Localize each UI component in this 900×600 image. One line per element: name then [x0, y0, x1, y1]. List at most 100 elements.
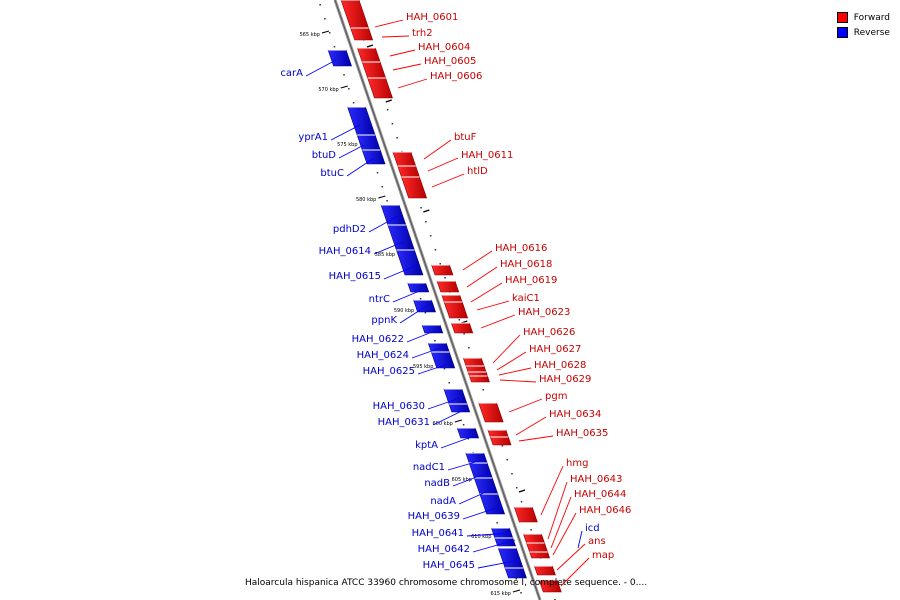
forward-gene-label[interactable]: HAH_0601: [406, 12, 458, 23]
forward-gene-block[interactable]: [443, 301, 469, 319]
kbp-tick-label: 575 kbp: [337, 142, 357, 148]
forward-gene-block[interactable]: [340, 0, 369, 29]
forward-gene-block[interactable]: [529, 551, 551, 559]
forward-leader-line: [550, 496, 572, 549]
forward-gene-block[interactable]: [478, 402, 504, 423]
reverse-gene-label[interactable]: HAH_0625: [363, 366, 415, 377]
forward-gene-block[interactable]: [397, 165, 420, 178]
forward-gene-label[interactable]: HAH_0623: [518, 307, 570, 318]
forward-gene-label[interactable]: ans: [588, 536, 606, 547]
forward-leader-line: [515, 416, 547, 436]
kbp-ticks: 565 kbp 570 kbp 575 kbp 580 kbp 585 kbp 590 k…: [300, 30, 545, 597]
reverse-gene-label[interactable]: btuD: [312, 150, 337, 161]
reverse-gene-block[interactable]: [361, 149, 386, 165]
reverse-gene-label[interactable]: btuC: [320, 168, 344, 179]
forward-leader-line: [540, 465, 564, 516]
forward-gene-label[interactable]: HAH_0644: [574, 489, 626, 500]
axis-dot: [434, 249, 437, 251]
forward-gene-label[interactable]: HAH_0646: [579, 505, 631, 516]
reverse-gene-label[interactable]: HAH_0642: [418, 544, 470, 555]
forward-gene-block[interactable]: [469, 375, 490, 383]
forward-gene-label[interactable]: HAH_0629: [539, 374, 591, 385]
reverse-gene-label[interactable]: HAH_0639: [408, 511, 460, 522]
reverse-gene-block[interactable]: [407, 282, 430, 293]
reverse-gene-block[interactable]: [380, 204, 407, 226]
reverse-gene-label[interactable]: nadB: [424, 478, 450, 489]
forward-gene-block[interactable]: [356, 47, 381, 63]
forward-gene-block[interactable]: [431, 264, 454, 276]
reverse-gene-label[interactable]: carA: [280, 68, 303, 79]
reverse-gene-label[interactable]: HAH_0645: [423, 560, 475, 571]
forward-gene-label[interactable]: HAH_0635: [556, 428, 608, 439]
forward-leader-line: [552, 512, 577, 556]
reverse-gene-label[interactable]: yprA1: [298, 132, 328, 143]
forward-gene-block[interactable]: [533, 565, 556, 576]
reverse-gene-label[interactable]: ntrC: [369, 294, 390, 305]
reverse-gene-label[interactable]: HAH_0624: [357, 350, 409, 361]
forward-gene-block[interactable]: [392, 151, 417, 167]
reverse-gene-label[interactable]: HAH_0615: [329, 271, 381, 282]
reverse-gene-label[interactable]: HAH_0614: [319, 246, 371, 257]
reverse-gene-block[interactable]: [443, 388, 468, 405]
reverse-gene-block[interactable]: [448, 403, 471, 413]
forward-gene-label[interactable]: HAH_0611: [461, 150, 513, 161]
forward-gene-block[interactable]: [367, 77, 393, 99]
forward-gene-label[interactable]: HAH_0606: [430, 71, 482, 82]
axis-dot: [386, 109, 389, 111]
reverse-gene-label[interactable]: icd: [585, 523, 600, 534]
reverse-gene-block[interactable]: [479, 493, 506, 515]
forward-gene-label[interactable]: hmg: [566, 458, 588, 469]
forward-gene-label[interactable]: HAH_0604: [418, 42, 470, 53]
reverse-gene-block[interactable]: [356, 134, 382, 153]
reverse-gene-block[interactable]: [456, 427, 480, 439]
reverse-gene-label[interactable]: HAH_0630: [373, 401, 425, 412]
forward-gene-block[interactable]: [513, 506, 538, 523]
forward-gene-label[interactable]: HAH_0605: [424, 56, 476, 67]
forward-gene-label[interactable]: HAH_0627: [529, 344, 581, 355]
axis-dot: [468, 347, 470, 349]
forward-gene-label[interactable]: HAH_0616: [495, 243, 547, 254]
forward-gene-label[interactable]: btuF: [454, 132, 477, 143]
forward-gene-label[interactable]: HAH_0643: [570, 474, 622, 485]
forward-leader-line: [381, 35, 410, 38]
forward-gene-label[interactable]: map: [592, 550, 614, 561]
reverse-leader-line: [406, 329, 438, 343]
reverse-gene-label[interactable]: HAH_0631: [378, 417, 430, 428]
forward-gene-label[interactable]: pgm: [545, 391, 567, 402]
axis-dot: [444, 277, 446, 279]
reverse-leader-line: [330, 124, 361, 141]
reverse-gene-block[interactable]: [327, 49, 352, 67]
reverse-gene-block[interactable]: [504, 567, 527, 579]
legend-reverse: Reverse: [836, 25, 890, 40]
forward-gene-block[interactable]: [450, 322, 474, 334]
forward-gene-block[interactable]: [350, 27, 374, 41]
forward-gene-label[interactable]: HAH_0634: [549, 409, 601, 420]
reverse-gene-block[interactable]: [395, 249, 424, 276]
forward-gene-block[interactable]: [436, 280, 460, 293]
forward-gene-label[interactable]: HAH_0619: [505, 275, 557, 286]
reverse-gene-label[interactable]: ppnK: [371, 315, 397, 326]
reverse-gene-label[interactable]: HAH_0622: [352, 334, 404, 345]
forward-gene-block[interactable]: [489, 436, 512, 446]
forward-swatch: [836, 12, 848, 23]
forward-gene-block[interactable]: [401, 176, 428, 199]
reverse-gene-label[interactable]: nadC1: [413, 462, 445, 473]
forward-gene-label[interactable]: kaiC1: [512, 293, 540, 304]
reverse-leader-line: [472, 539, 516, 553]
reverse-gene-block[interactable]: [497, 547, 524, 569]
forward-gene-label[interactable]: HAH_0628: [534, 360, 586, 371]
reverse-gene-label[interactable]: HAH_0641: [412, 528, 464, 539]
reverse-gene-block[interactable]: [347, 106, 376, 136]
reverse-gene-block[interactable]: [413, 299, 437, 313]
forward-gene-label[interactable]: HAH_0618: [500, 259, 552, 270]
legend-reverse-label: Reverse: [853, 27, 890, 38]
reverse-gene-label[interactable]: kptA: [415, 440, 438, 451]
reverse-leader-line: [440, 435, 475, 449]
reverse-gene-label[interactable]: pdhD2: [333, 224, 366, 235]
forward-gene-label[interactable]: htlD: [467, 166, 488, 177]
forward-gene-block[interactable]: [361, 61, 387, 79]
forward-gene-label[interactable]: HAH_0626: [523, 327, 575, 338]
forward-gene-label[interactable]: trh2: [412, 28, 433, 39]
reverse-gene-label[interactable]: nadA: [430, 496, 456, 507]
forward-leader-line: [480, 314, 516, 329]
